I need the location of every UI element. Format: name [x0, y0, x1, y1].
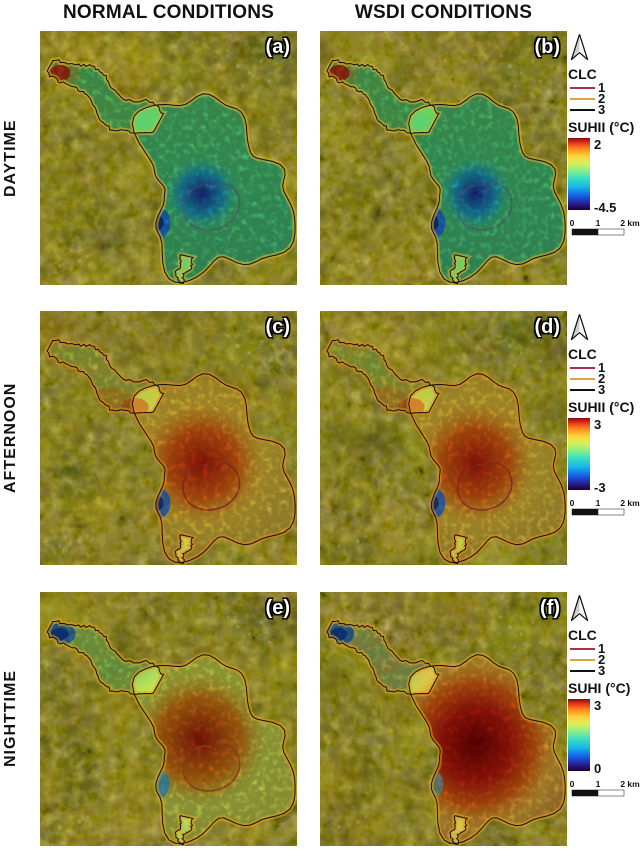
svg-text:3: 3: [598, 663, 605, 678]
svg-text:CLC: CLC: [568, 630, 597, 643]
svg-text:-4.5: -4.5: [594, 200, 616, 214]
svg-text:1: 1: [596, 499, 601, 508]
svg-text:0: 0: [594, 761, 601, 775]
svg-text:CLC: CLC: [568, 69, 597, 82]
svg-text:2: 2: [594, 137, 601, 152]
svg-text:3: 3: [594, 698, 601, 713]
svg-text:3: 3: [598, 102, 605, 117]
svg-text:3: 3: [594, 417, 601, 432]
svg-text:2 km: 2 km: [620, 780, 640, 789]
svg-text:0: 0: [570, 219, 575, 228]
svg-text:SUHII (°C): SUHII (°C): [568, 402, 634, 415]
svg-text:0: 0: [570, 780, 575, 789]
svg-text:3: 3: [598, 382, 605, 397]
svg-text:0: 0: [570, 499, 575, 508]
svg-text:SUHI (°C): SUHI (°C): [568, 683, 630, 696]
svg-text:2 km: 2 km: [620, 219, 640, 228]
svg-text:1: 1: [596, 780, 601, 789]
svg-text:CLC: CLC: [568, 349, 597, 362]
svg-text:SUHII (°C): SUHII (°C): [568, 122, 634, 135]
svg-text:1: 1: [596, 219, 601, 228]
svg-text:-3: -3: [594, 480, 606, 494]
svg-text:2 km: 2 km: [620, 499, 640, 508]
